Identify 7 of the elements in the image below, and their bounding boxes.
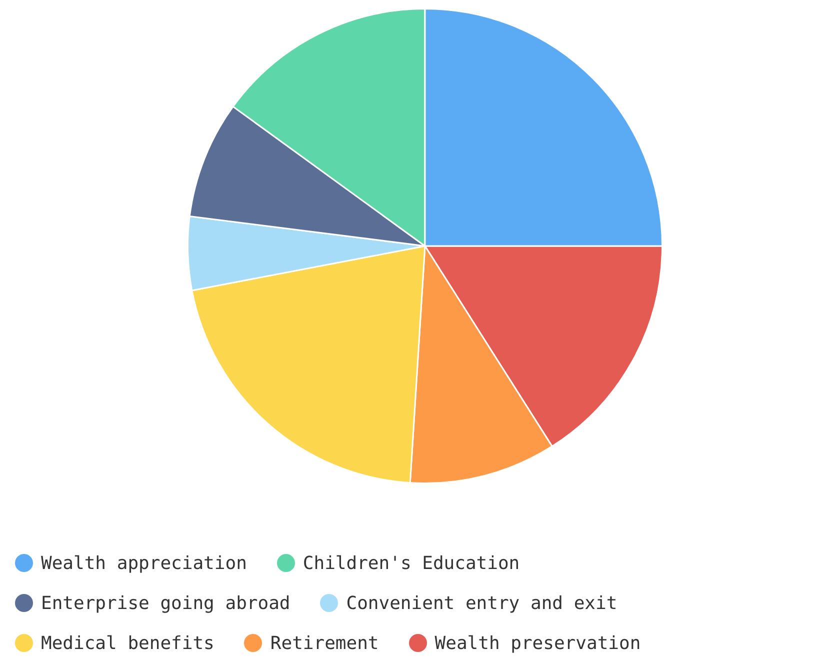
legend-label: Retirement xyxy=(270,632,379,654)
legend-label: Convenient entry and exit xyxy=(346,592,618,614)
legend-label: Children's Education xyxy=(302,552,520,574)
legend-label: Wealth appreciation xyxy=(41,552,247,574)
legend-label: Wealth preservation xyxy=(434,632,641,654)
legend-label: Enterprise going abroad xyxy=(41,592,290,614)
legend-label: Medical benefits xyxy=(41,632,214,654)
